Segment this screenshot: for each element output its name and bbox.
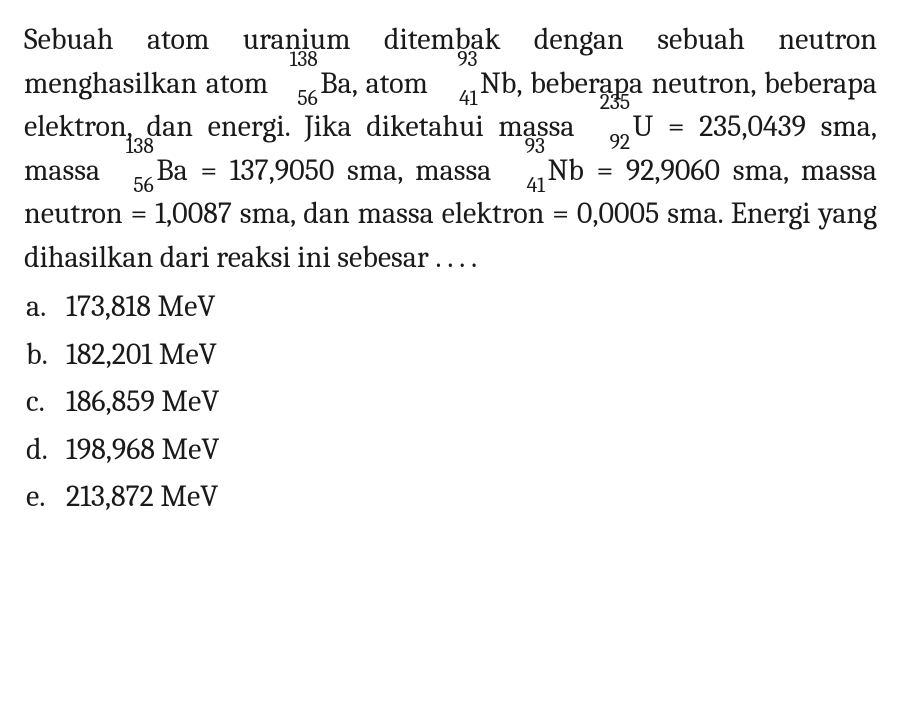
mass-number: 93 — [457, 50, 478, 72]
option-b-text: 182,201 MeV — [66, 333, 877, 377]
element-symbol: Ba — [155, 153, 188, 188]
question-text: Sebuah atom uranium ditembak dengan sebu… — [24, 18, 877, 279]
option-a-letter: a. — [26, 285, 66, 329]
option-e-letter: e. — [26, 475, 66, 519]
element-symbol: Ba — [319, 66, 352, 101]
element-symbol: Nb — [546, 153, 584, 188]
mass-number: 93 — [525, 137, 546, 159]
element-symbol: U — [631, 109, 653, 144]
mass-number: 138 — [126, 137, 155, 159]
option-d-letter: d. — [26, 428, 66, 472]
nuclide-nb: 9341Nb — [479, 62, 517, 106]
atomic-number: 41 — [527, 176, 546, 198]
option-b-letter: b. — [26, 333, 66, 377]
atomic-number: 41 — [459, 89, 478, 111]
atomic-number: 92 — [610, 133, 632, 155]
question-page: Sebuah atom uranium ditembak dengan sebu… — [0, 0, 901, 519]
option-e-text: 213,872 MeV — [66, 475, 877, 519]
nuclide-ba-2: 13856Ba — [155, 149, 188, 193]
nuclide-ba: 13856Ba — [319, 62, 352, 106]
element-symbol: Nb — [479, 66, 517, 101]
option-c-text: 186,859 MeV — [66, 380, 877, 424]
atomic-number: 56 — [297, 89, 318, 111]
mass-number: 138 — [290, 50, 319, 72]
mass-number: 235 — [600, 93, 631, 115]
nuclide-u: 23592U — [631, 105, 653, 149]
option-c-letter: c. — [26, 380, 66, 424]
option-d-text: 198,968 MeV — [66, 428, 877, 472]
q-part-2: , atom — [352, 66, 437, 101]
q-part-5: = 137,9050 sma, massa — [188, 153, 504, 188]
nuclide-nb-2: 9341Nb — [546, 149, 584, 193]
atomic-number: 56 — [133, 176, 154, 198]
option-a-text: 173,818 MeV — [66, 285, 877, 329]
answer-options: a. 173,818 MeV b. 182,201 MeV c. 186,859… — [24, 285, 877, 519]
